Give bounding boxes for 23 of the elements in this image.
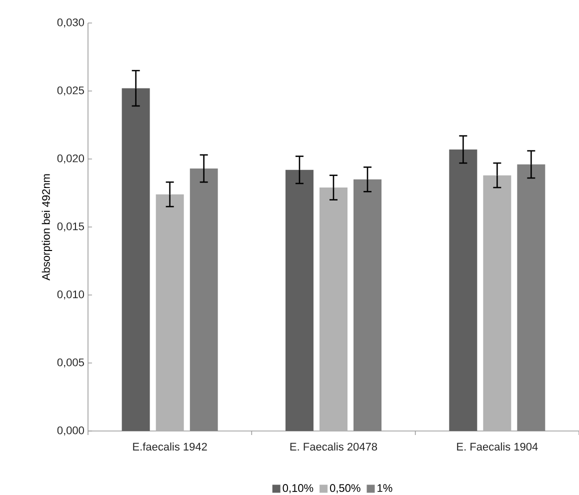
bar — [483, 175, 512, 431]
bar — [354, 179, 382, 431]
legend-label: 1% — [378, 484, 392, 492]
legend-label: 0,50% — [330, 484, 360, 494]
y-tick-label: 0,005 — [57, 358, 84, 368]
bar — [286, 170, 314, 431]
x-tick-label: E. Faecalis 1904 — [457, 442, 538, 451]
x-tick-label: E.faecalis 1942 — [133, 442, 207, 451]
bar — [517, 164, 546, 431]
y-tick-label: 0,020 — [57, 154, 84, 164]
bar — [156, 194, 184, 431]
y-axis-title: Absorption bei 492nm — [42, 174, 52, 280]
bar — [320, 188, 348, 431]
legend-label: 0,10% — [282, 484, 314, 494]
y-tick-label: 0,000 — [57, 426, 84, 436]
bar — [449, 149, 478, 431]
bar — [122, 88, 150, 431]
y-tick-label: 0,025 — [57, 86, 84, 96]
bar — [190, 168, 218, 431]
x-tick-label: E. Faecalis 20478 — [290, 442, 378, 451]
y-tick-label: 0,030 — [57, 18, 84, 28]
y-tick-label: 0,010 — [57, 290, 84, 300]
y-tick-label: 0,015 — [57, 222, 84, 232]
